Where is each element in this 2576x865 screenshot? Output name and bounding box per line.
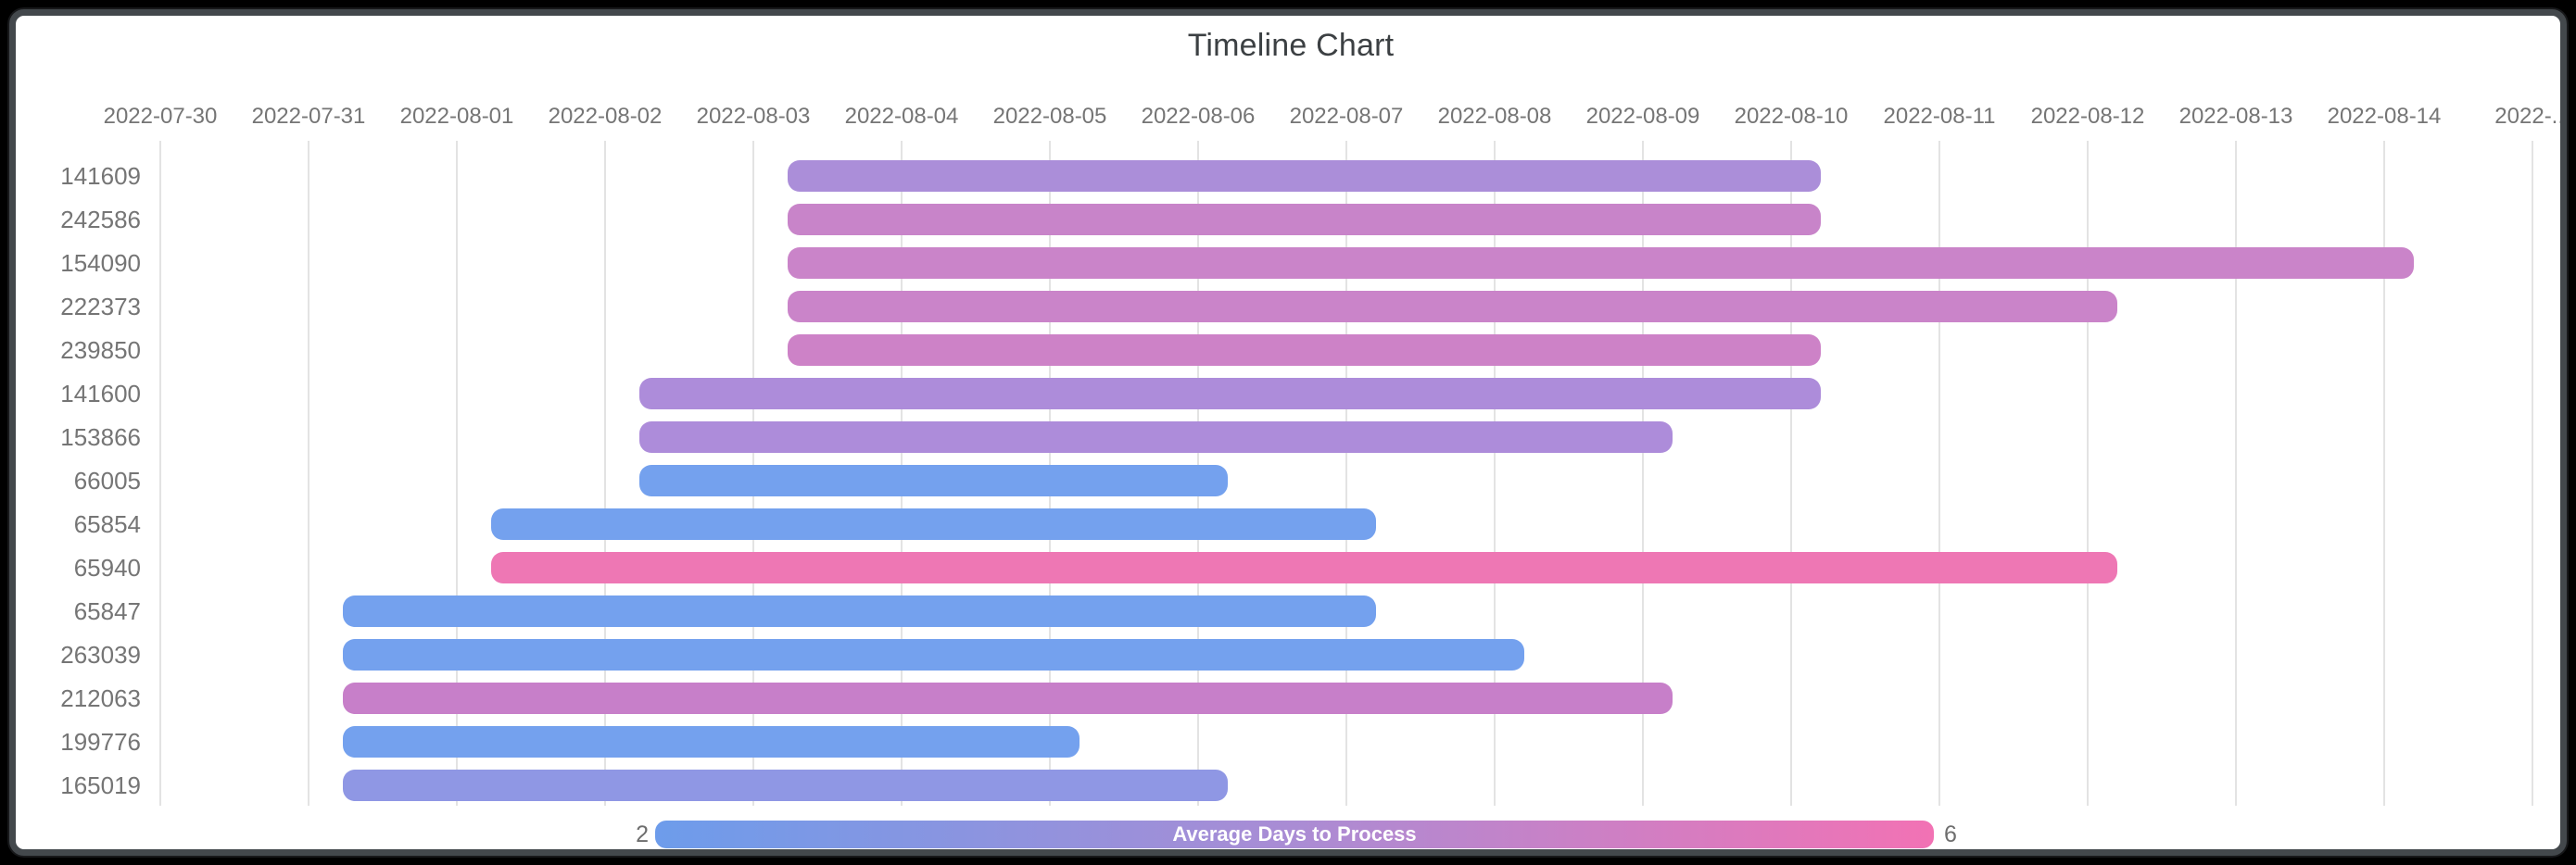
row-label: 65854 <box>73 510 141 538</box>
timeline-bar[interactable] <box>491 552 2117 583</box>
legend-min-label: 2 <box>636 821 649 847</box>
x-tick-label: 2022-08-06 <box>1141 104 1256 129</box>
timeline-bar[interactable] <box>788 334 1821 366</box>
timeline-bar[interactable] <box>491 508 1376 540</box>
row-label: 199776 <box>60 728 141 756</box>
row-label: 65940 <box>73 554 141 582</box>
legend-gradient-bar: Average Days to Process <box>655 821 1934 848</box>
x-tick-label: 2022-08-09 <box>1585 104 1700 129</box>
gridline <box>1642 141 1644 806</box>
gridline <box>159 141 161 806</box>
timeline-bar[interactable] <box>788 204 1821 235</box>
row-label: 66005 <box>73 467 141 495</box>
x-tick-label: 2022-... <box>2494 104 2567 129</box>
chart-title: Timeline Chart <box>1187 28 1395 63</box>
row-label: 222373 <box>60 293 141 320</box>
gridline <box>604 141 606 806</box>
x-tick-label: 2022-08-03 <box>696 104 811 129</box>
row-label: 239850 <box>60 336 141 364</box>
timeline-bar[interactable] <box>343 770 1228 801</box>
timeline-bar[interactable] <box>788 160 1821 192</box>
legend-title: Average Days to Process <box>1172 822 1417 846</box>
row-label: 212063 <box>60 684 141 712</box>
gridline <box>1345 141 1347 806</box>
timeline-bar[interactable] <box>343 639 1524 671</box>
row-label: 154090 <box>60 249 141 277</box>
x-tick-label: 2022-08-14 <box>2327 104 2442 129</box>
row-label: 141609 <box>60 162 141 190</box>
x-tick-label: 2022-08-02 <box>548 104 663 129</box>
row-label: 242586 <box>60 206 141 233</box>
gridline <box>456 141 458 806</box>
x-tick-label: 2022-08-07 <box>1289 104 1404 129</box>
gridline <box>2087 141 2089 806</box>
gridline <box>2532 141 2533 806</box>
timeline-bar[interactable] <box>343 726 1080 758</box>
row-label: 165019 <box>60 771 141 799</box>
timeline-bar[interactable] <box>639 465 1228 496</box>
row-label: 65847 <box>73 597 141 625</box>
gridline <box>308 141 309 806</box>
gridline <box>2383 141 2385 806</box>
chart-card: Timeline Chart 2022-07-30 2022-07-31 2022-… <box>9 9 2567 856</box>
timeline-bar[interactable] <box>343 595 1376 627</box>
row-label: 141600 <box>60 380 141 407</box>
x-tick-label: 2022-08-11 <box>1883 104 1996 129</box>
x-tick-label: 2022-08-13 <box>2178 104 2293 129</box>
x-tick-label: 2022-08-08 <box>1437 104 1552 129</box>
row-label: 153866 <box>60 423 141 451</box>
timeline-bar[interactable] <box>343 683 1673 714</box>
x-tick-label: 2022-08-04 <box>844 104 959 129</box>
gridline <box>1790 141 1792 806</box>
gridline <box>1494 141 1496 806</box>
x-tick-label: 2022-08-12 <box>2030 104 2145 129</box>
timeline-bar[interactable] <box>639 378 1821 409</box>
x-tick-label: 2022-08-01 <box>399 104 514 129</box>
x-tick-label: 2022-08-10 <box>1734 104 1849 129</box>
x-tick-label: 2022-07-31 <box>251 104 366 129</box>
gridline <box>2235 141 2237 806</box>
timeline-bar[interactable] <box>788 291 2117 322</box>
timeline-bar[interactable] <box>788 247 2414 279</box>
legend-max-label: 6 <box>1944 821 1957 847</box>
gridline <box>1938 141 1940 806</box>
x-tick-label: 2022-08-05 <box>992 104 1107 129</box>
row-label: 263039 <box>60 641 141 669</box>
x-tick-label: 2022-07-30 <box>103 104 218 129</box>
timeline-bar[interactable] <box>639 421 1673 453</box>
